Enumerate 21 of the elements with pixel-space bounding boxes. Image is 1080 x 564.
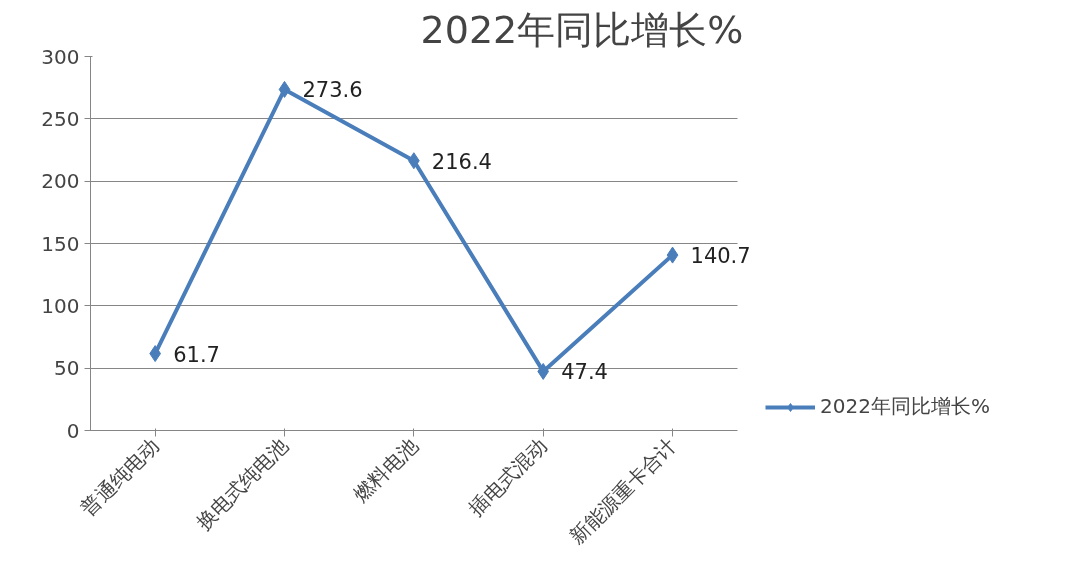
x-tick-label: 燃料电池 [348, 433, 423, 507]
data-label: 61.7 [173, 342, 220, 367]
y-tick-label: 50 [54, 356, 80, 381]
x-tick-label: 换电式纯电池 [191, 433, 293, 535]
data-label: 273.6 [302, 78, 363, 103]
y-tick-label: 0 [66, 418, 80, 443]
point [537, 362, 550, 380]
data-label: 140.7 [690, 244, 751, 269]
data-label: 47.4 [561, 360, 608, 385]
x-tick-label: 插电式混动 [464, 433, 552, 521]
y-tick-label: 200 [41, 169, 80, 194]
data-label: 216.4 [431, 149, 492, 174]
point [278, 80, 291, 98]
chart-title: 2022年同比增长% [420, 7, 744, 52]
y-tick-label: 250 [41, 106, 80, 131]
point [666, 246, 679, 264]
y-tick-label: 100 [41, 293, 80, 318]
y-tick-label: 300 [41, 44, 80, 69]
y-tick-label: 150 [41, 231, 80, 256]
x-tick-label: 新能源重卡合计 [565, 433, 682, 549]
legend-label: 2022年同比增长% [820, 393, 990, 420]
